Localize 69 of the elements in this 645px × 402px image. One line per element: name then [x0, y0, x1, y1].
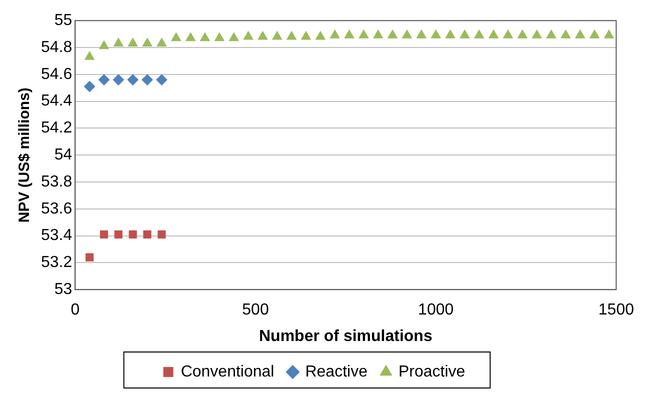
x-axis-title: Number of simulations	[258, 328, 432, 345]
legend-label: Reactive	[305, 363, 368, 380]
x-tick-label: 500	[242, 302, 269, 319]
point	[272, 31, 282, 40]
point	[158, 230, 166, 238]
point	[445, 30, 456, 38]
point	[431, 30, 441, 38]
point	[344, 30, 354, 38]
point	[229, 32, 239, 42]
point	[171, 32, 181, 42]
y-tick-label: 53	[54, 281, 72, 298]
point	[186, 32, 196, 42]
point	[474, 30, 484, 38]
point	[128, 38, 138, 46]
point	[402, 30, 412, 38]
y-tick-label: 54.8	[41, 38, 72, 56]
point	[142, 74, 153, 86]
point	[98, 74, 110, 86]
point	[128, 230, 137, 238]
point	[301, 31, 311, 40]
point	[575, 30, 585, 38]
point	[560, 30, 571, 38]
point	[286, 31, 296, 40]
y-tick-label: 55	[54, 12, 72, 30]
point	[316, 31, 326, 40]
legend-label: Proactive	[398, 363, 466, 380]
y-axis-title: NPV (US$ millions)	[16, 88, 34, 223]
y-tick-label: 53.8	[41, 173, 72, 190]
point	[258, 31, 268, 40]
point	[532, 30, 542, 38]
y-tick-label: 54.2	[41, 120, 72, 137]
y-tick-label: 53.4	[41, 227, 72, 244]
point	[84, 51, 94, 60]
point	[99, 40, 109, 50]
point	[243, 31, 254, 40]
point	[156, 74, 168, 86]
point	[518, 30, 528, 38]
point	[84, 81, 96, 92]
point	[330, 30, 340, 38]
point	[460, 30, 470, 38]
point	[200, 32, 210, 42]
x-tick-label: 0	[70, 302, 80, 319]
point	[373, 30, 383, 38]
point	[100, 230, 108, 238]
point	[214, 32, 224, 42]
point	[127, 74, 138, 86]
x-tick-label: 1500	[598, 302, 634, 319]
point	[358, 30, 369, 38]
point	[604, 30, 614, 38]
point	[114, 230, 122, 238]
point	[590, 30, 600, 38]
point	[142, 38, 152, 46]
y-tick-label: 53.6	[41, 200, 72, 218]
point	[388, 30, 398, 38]
point	[86, 253, 94, 262]
x-tick-label: 1000	[418, 302, 454, 319]
point	[143, 230, 152, 238]
point	[156, 38, 167, 46]
y-tick-label: 53.2	[41, 254, 72, 272]
point	[546, 30, 556, 38]
point	[488, 30, 498, 38]
point	[112, 74, 124, 86]
y-tick-label: 54	[54, 146, 72, 164]
legend-label: Conventional	[180, 363, 274, 380]
y-tick-label: 54.6	[41, 66, 72, 83]
y-tick-label: 54.4	[41, 92, 72, 110]
point	[503, 30, 513, 38]
point	[114, 38, 124, 46]
point	[416, 30, 426, 38]
